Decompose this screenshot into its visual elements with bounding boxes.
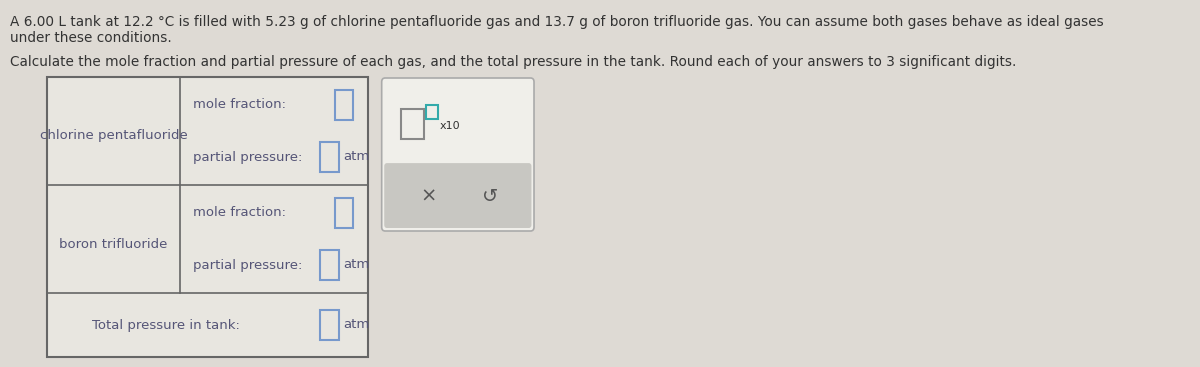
Text: A 6.00 L tank at 12.2 °C is filled with 5.23 g of chlorine pentafluoride gas and: A 6.00 L tank at 12.2 °C is filled with … [11, 15, 1104, 29]
Text: Total pressure in tank:: Total pressure in tank: [92, 319, 240, 331]
Text: ×: × [420, 187, 437, 206]
Bar [320, 142, 338, 172]
Bar [47, 77, 368, 357]
Text: chlorine pentafluoride: chlorine pentafluoride [40, 130, 187, 142]
Bar [426, 105, 438, 119]
Text: atm: atm [343, 319, 370, 331]
Text: atm: atm [343, 150, 370, 164]
Text: mole fraction:: mole fraction: [192, 98, 286, 112]
Text: partial pressure:: partial pressure: [192, 258, 302, 272]
Text: under these conditions.: under these conditions. [11, 31, 172, 45]
Bar [47, 77, 368, 357]
Bar [335, 198, 354, 228]
Bar [401, 109, 425, 139]
Text: Calculate the mole fraction and partial pressure of each gas, and the total pres: Calculate the mole fraction and partial … [11, 55, 1016, 69]
FancyBboxPatch shape [382, 78, 534, 231]
Bar [335, 90, 354, 120]
FancyBboxPatch shape [384, 163, 532, 228]
Text: boron trifluoride: boron trifluoride [59, 237, 168, 251]
Bar [320, 310, 338, 340]
Bar [386, 166, 529, 225]
Text: partial pressure:: partial pressure: [192, 150, 302, 164]
Bar [320, 250, 338, 280]
Text: mole fraction:: mole fraction: [192, 207, 286, 219]
Text: atm: atm [343, 258, 370, 272]
Text: x10: x10 [440, 121, 461, 131]
Text: ↺: ↺ [481, 187, 498, 206]
